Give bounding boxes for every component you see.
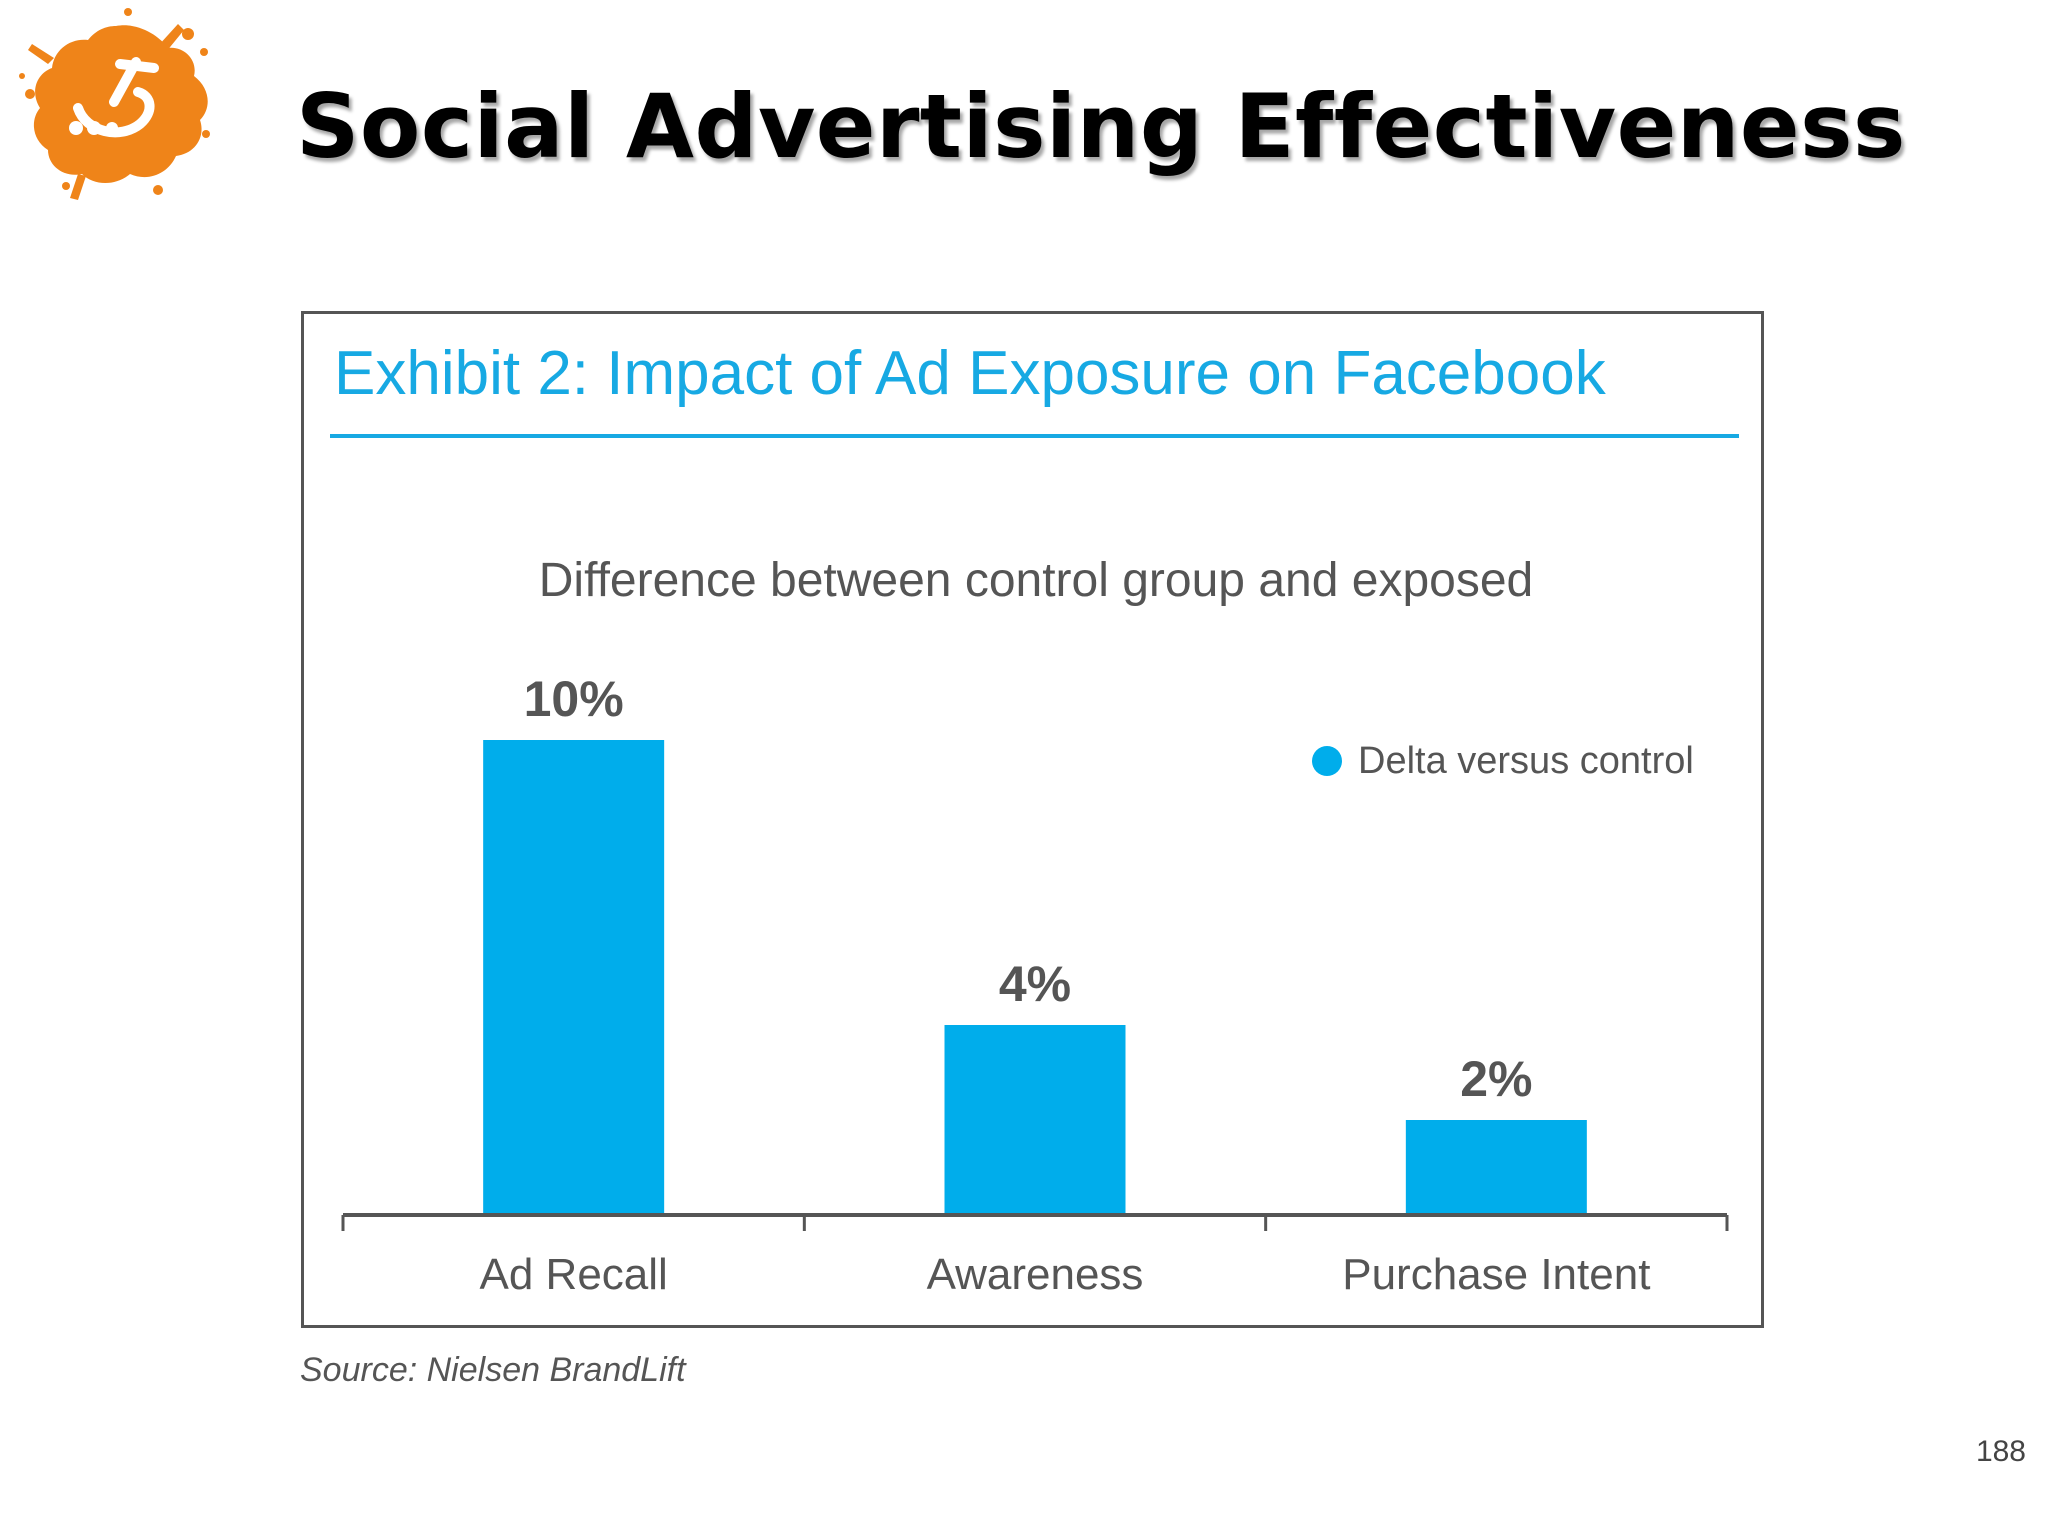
splash-icon xyxy=(19,8,210,200)
bar-awareness xyxy=(944,1025,1126,1215)
source-note: Source: Nielsen BrandLift xyxy=(300,1351,686,1389)
x-axis: Ad Recall Awareness Purchase Intent xyxy=(341,1213,1729,1299)
legend-swatch xyxy=(1312,746,1342,776)
bar-purchase-intent xyxy=(1405,1120,1587,1215)
exhibit-title-rule xyxy=(330,434,1739,438)
category-label-ad-recall: Ad Recall xyxy=(480,1250,668,1299)
data-label-purchase-intent: 2% xyxy=(1460,1051,1532,1107)
slide-title: Social Advertising Effectiveness xyxy=(296,75,1906,178)
page-number: 188 xyxy=(1975,1435,2026,1468)
category-label-awareness: Awareness xyxy=(927,1250,1144,1299)
category-label-purchase-intent: Purchase Intent xyxy=(1342,1250,1650,1299)
legend-label: Delta versus control xyxy=(1358,740,1694,782)
data-label-awareness: 4% xyxy=(999,956,1071,1012)
bar-ad-recall xyxy=(483,740,665,1215)
data-label-ad-recall: 10% xyxy=(524,671,624,727)
exhibit-title: Exhibit 2: Impact of Ad Exposure on Face… xyxy=(334,339,1606,408)
chart-subtitle: Difference between control group and exp… xyxy=(539,554,1533,607)
bars-layer: 10% 4% 2% xyxy=(483,671,1587,1215)
legend: Delta versus control xyxy=(1312,740,1694,782)
logo xyxy=(19,8,210,200)
